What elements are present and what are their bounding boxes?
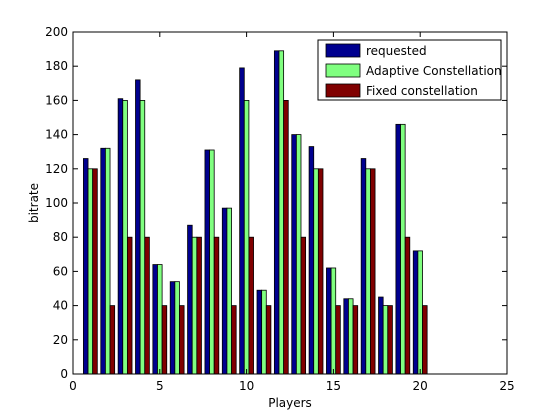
bar-2-16 bbox=[348, 298, 354, 375]
bar-3-11 bbox=[265, 305, 272, 375]
bar-3-18 bbox=[387, 305, 393, 375]
bar-2-20 bbox=[417, 250, 423, 375]
bar-1-13 bbox=[291, 134, 297, 375]
bar-2-15 bbox=[330, 267, 337, 375]
bar-2-11 bbox=[261, 289, 267, 375]
legend-label-1: requested bbox=[366, 44, 427, 58]
bar-1-6 bbox=[169, 281, 176, 375]
bar-1-17 bbox=[360, 158, 367, 375]
bar-1-1 bbox=[83, 158, 89, 375]
y-tick-label: 20 bbox=[53, 333, 68, 347]
y-axis-label: bitrate bbox=[27, 183, 41, 223]
bar-1-18 bbox=[378, 296, 384, 375]
bar-3-6 bbox=[179, 305, 185, 375]
bar-1-12 bbox=[273, 50, 280, 375]
bar-2-19 bbox=[400, 123, 406, 375]
bar-1-10 bbox=[239, 67, 245, 375]
y-tick-label: 100 bbox=[45, 196, 68, 210]
bar-3-5 bbox=[161, 305, 168, 375]
bar-2-5 bbox=[157, 264, 163, 375]
y-tick-label: 140 bbox=[45, 128, 68, 142]
bar-3-2 bbox=[109, 305, 116, 375]
bar-2-17 bbox=[365, 168, 371, 375]
x-tick-label: 15 bbox=[326, 379, 341, 393]
bar-2-2 bbox=[105, 147, 111, 375]
bar-1-8 bbox=[204, 149, 210, 375]
x-tick-label: 20 bbox=[413, 379, 428, 393]
y-tick-label: 120 bbox=[45, 162, 68, 176]
bar-3-1 bbox=[92, 168, 98, 375]
bar-3-8 bbox=[213, 236, 220, 375]
bar-3-12 bbox=[283, 100, 289, 375]
bar-1-5 bbox=[152, 264, 158, 375]
y-tick-label: 80 bbox=[53, 230, 68, 244]
bar-1-9 bbox=[221, 207, 228, 375]
x-tick-label: 0 bbox=[69, 379, 77, 393]
legend-label-2: Adaptive Constellation bbox=[366, 64, 502, 78]
bar-1-7 bbox=[187, 224, 193, 375]
x-tick-label: 5 bbox=[156, 379, 164, 393]
bar-1-11 bbox=[256, 289, 263, 375]
bar-3-13 bbox=[300, 236, 307, 375]
bar-2-14 bbox=[313, 168, 319, 375]
ticks-layer: 0 5 10 15 20 25 0 20 40 60 80 100 120 140 160 180 200 bbox=[45, 25, 515, 393]
bar-2-4 bbox=[139, 100, 146, 375]
bar-1-14 bbox=[308, 146, 315, 375]
y-tick-label: 180 bbox=[45, 59, 68, 73]
bar-2-1 bbox=[87, 168, 94, 375]
bar-1-4 bbox=[135, 79, 141, 375]
x-tick-label: 25 bbox=[499, 379, 514, 393]
bar-1-3 bbox=[117, 98, 124, 375]
bar-2-7 bbox=[191, 236, 198, 375]
y-tick-label: 60 bbox=[53, 264, 68, 278]
bar-1-2 bbox=[100, 147, 106, 375]
bar-3-15 bbox=[335, 305, 341, 375]
legend-swatch-1 bbox=[325, 43, 361, 58]
bar-3-10 bbox=[248, 236, 254, 375]
bar-3-4 bbox=[144, 236, 150, 375]
legend-swatch-3 bbox=[325, 83, 361, 98]
bar-2-6 bbox=[174, 281, 180, 375]
legend-swatch-2 bbox=[325, 63, 361, 78]
bar-2-18 bbox=[382, 305, 389, 375]
bar-2-9 bbox=[226, 207, 232, 375]
x-axis-label: Players bbox=[268, 396, 312, 410]
bar-2-8 bbox=[209, 149, 215, 375]
bar-3-19 bbox=[404, 236, 411, 375]
bar-3-7 bbox=[196, 236, 202, 375]
bar-3-17 bbox=[370, 168, 376, 375]
y-tick-label: 200 bbox=[45, 25, 68, 39]
bar-1-20 bbox=[412, 250, 419, 375]
bar-2-12 bbox=[278, 50, 285, 375]
y-tick-label: 160 bbox=[45, 93, 68, 107]
x-tick-label: 10 bbox=[239, 379, 254, 393]
bar-3-20 bbox=[422, 305, 428, 375]
y-tick-label: 40 bbox=[53, 299, 68, 313]
bars-layer bbox=[83, 50, 428, 375]
bar-2-13 bbox=[295, 134, 302, 375]
bar-3-3 bbox=[126, 236, 133, 375]
bar-3-16 bbox=[352, 305, 359, 375]
bar-1-19 bbox=[395, 123, 401, 375]
y-tick-label: 0 bbox=[60, 367, 68, 381]
bar-2-3 bbox=[122, 100, 128, 375]
legend: requested Adaptive Constellation Fixed con… bbox=[317, 39, 502, 101]
legend-label-3: Fixed constellation bbox=[366, 84, 478, 98]
bar-3-9 bbox=[231, 305, 237, 375]
bar-2-10 bbox=[243, 100, 250, 375]
bar-1-16 bbox=[343, 298, 349, 375]
bar-3-14 bbox=[317, 168, 324, 375]
bar-1-15 bbox=[326, 267, 332, 375]
